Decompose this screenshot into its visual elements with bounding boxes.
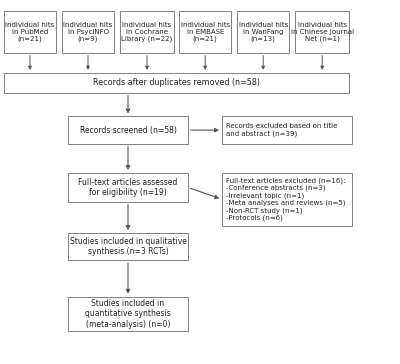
FancyBboxPatch shape	[179, 11, 231, 53]
FancyBboxPatch shape	[237, 11, 289, 53]
Text: Studies included in qualitative
synthesis (n=3 RCTs): Studies included in qualitative synthesi…	[70, 237, 186, 256]
FancyBboxPatch shape	[4, 11, 56, 53]
Text: Full-text articles assessed
for eligibility (n=19): Full-text articles assessed for eligibil…	[78, 178, 178, 197]
Text: Records excluded based on title
and abstract (n=39): Records excluded based on title and abst…	[226, 123, 337, 137]
FancyBboxPatch shape	[222, 116, 352, 144]
Text: Individual hits
in PsycINFO
(n=9): Individual hits in PsycINFO (n=9)	[63, 21, 113, 42]
Text: Studies included in
quantitative synthesis
(meta-analysis) (n=0): Studies included in quantitative synthes…	[85, 299, 171, 329]
Text: Individual hits
in Cochrane
Library (n=22): Individual hits in Cochrane Library (n=2…	[121, 21, 173, 42]
Text: Records after duplicates removed (n=58): Records after duplicates removed (n=58)	[93, 78, 260, 87]
Text: Full-text articles excluded (n=16):
-Conference abstracts (n=3)
-Irrelevant topi: Full-text articles excluded (n=16): -Con…	[226, 177, 346, 221]
FancyBboxPatch shape	[120, 11, 174, 53]
FancyBboxPatch shape	[222, 173, 352, 226]
FancyBboxPatch shape	[4, 73, 349, 93]
Text: Individual hits
in Chinese Journal
Net (n=1): Individual hits in Chinese Journal Net (…	[291, 21, 354, 42]
Text: Records screened (n=58): Records screened (n=58)	[80, 126, 176, 135]
Text: Individual hits
in EMBASE
(n=21): Individual hits in EMBASE (n=21)	[180, 21, 230, 42]
FancyBboxPatch shape	[68, 173, 188, 202]
FancyBboxPatch shape	[295, 11, 349, 53]
FancyBboxPatch shape	[62, 11, 114, 53]
FancyBboxPatch shape	[68, 233, 188, 260]
Text: Individual hits
in PubMed
(n=21): Individual hits in PubMed (n=21)	[5, 21, 55, 42]
Text: Individual hits
in WanFang
(n=13): Individual hits in WanFang (n=13)	[238, 21, 288, 42]
FancyBboxPatch shape	[68, 297, 188, 331]
FancyBboxPatch shape	[68, 116, 188, 144]
